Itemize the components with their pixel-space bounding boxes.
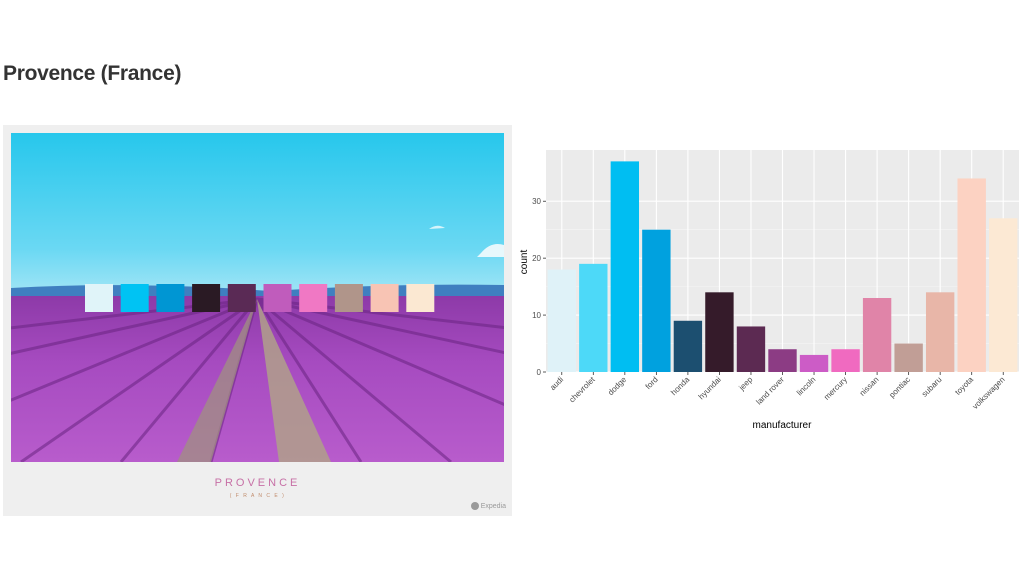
- x-tick-label: audi: [548, 375, 565, 392]
- palette-swatch: [406, 284, 435, 312]
- x-tick-label: volkswagen: [971, 375, 1007, 411]
- bar-dodge: [610, 161, 640, 372]
- x-tick-label: lincoln: [795, 375, 817, 397]
- palette-swatch: [299, 284, 328, 312]
- palette-swatch: [263, 284, 292, 312]
- y-tick-label: 10: [532, 311, 541, 320]
- bar-ford: [642, 229, 671, 372]
- y-axis-title: count: [519, 250, 530, 275]
- x-tick-label: pontiac: [887, 375, 912, 400]
- y-tick-label: 0: [537, 368, 542, 377]
- palette-swatches: [85, 284, 435, 312]
- y-tick-label: 20: [532, 254, 541, 263]
- bar-hyundai: [705, 292, 734, 372]
- x-tick-label: dodge: [606, 375, 628, 397]
- bar-lincoln: [799, 354, 829, 372]
- bar-audi: [547, 269, 576, 372]
- x-tick-label: chevrolet: [567, 375, 597, 405]
- plot-area: [546, 150, 1019, 373]
- expedia-logo-icon: [470, 502, 479, 510]
- bar-pontiac: [894, 343, 923, 372]
- palette-swatch: [192, 284, 221, 312]
- x-tick-label: toyota: [953, 375, 975, 397]
- page-title: Provence (France): [3, 62, 182, 85]
- photo-caption-sub: ( F R A N C E ): [229, 493, 286, 499]
- x-tick-label: honda: [669, 375, 691, 397]
- bar-chart: 0 10 20 30 audi chevrolet dodge ford honda hyund…: [519, 150, 1019, 431]
- brand-watermark: Expedia: [470, 502, 506, 510]
- x-axis-title: manufacturer: [753, 420, 813, 431]
- bar-volkswagen: [989, 218, 1018, 372]
- lavender-field-photo: [11, 133, 504, 462]
- palette-swatch: [120, 284, 149, 312]
- y-axis: 0 10 20 30: [532, 197, 546, 377]
- palette-swatch: [85, 284, 113, 312]
- palette-swatch: [370, 284, 399, 312]
- x-tick-label: mercury: [822, 375, 849, 402]
- palette-swatch: [156, 284, 185, 312]
- bar-nissan: [862, 298, 892, 372]
- x-tick-label: land rover: [754, 375, 786, 407]
- x-tick-label: nissan: [858, 375, 881, 398]
- x-tick-label: ford: [644, 375, 660, 391]
- photo-caption: PROVENCE: [214, 477, 301, 489]
- photo-card: PROVENCE ( F R A N C E ) Expedia: [3, 125, 512, 516]
- x-tick-label: hyundai: [697, 375, 723, 401]
- x-tick-label: jeep: [737, 375, 755, 393]
- bar-chevrolet: [579, 263, 608, 372]
- palette-swatch: [227, 284, 256, 312]
- x-axis: audi chevrolet dodge ford honda hyundai jeep la…: [548, 372, 1007, 411]
- photo-illustration: [11, 133, 504, 462]
- bar-toyota: [957, 178, 986, 372]
- x-tick-label: subaru: [920, 375, 944, 399]
- bar-mercury: [831, 349, 860, 372]
- bar-subaru: [925, 292, 955, 372]
- palette-swatch: [334, 284, 363, 312]
- bar-jeep: [736, 326, 766, 372]
- bar-land-rover: [768, 349, 797, 372]
- brand-label: Expedia: [480, 502, 506, 510]
- bar-honda: [673, 320, 703, 372]
- y-tick-label: 30: [532, 197, 541, 206]
